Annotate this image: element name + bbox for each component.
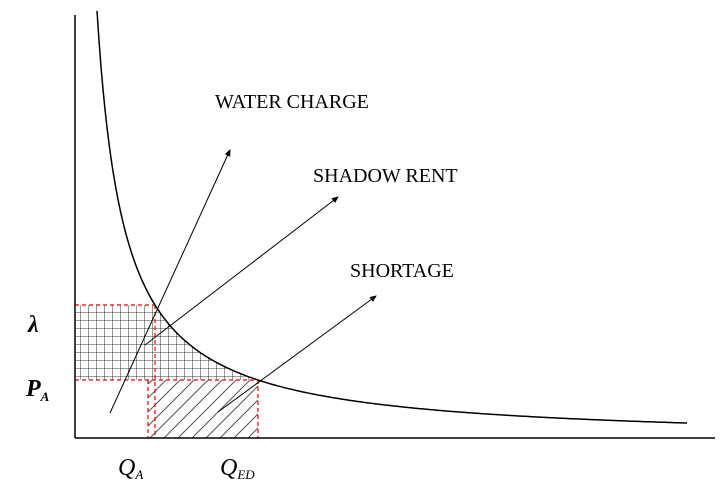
price-label: PA bbox=[25, 376, 50, 404]
guide-lines bbox=[75, 304, 259, 438]
label: SHADOW RENT bbox=[313, 165, 458, 187]
qa-label: QA bbox=[118, 455, 143, 482]
hatched-region bbox=[148, 380, 258, 438]
label: SHORTAGE bbox=[350, 260, 454, 282]
lambda-label: λ bbox=[27, 312, 39, 338]
arrows bbox=[109, 149, 377, 414]
label: WATER CHARGE bbox=[215, 91, 369, 113]
demand-curve bbox=[96, 10, 687, 424]
crosshatch-region bbox=[75, 305, 258, 380]
qed-label: QED bbox=[220, 455, 255, 482]
